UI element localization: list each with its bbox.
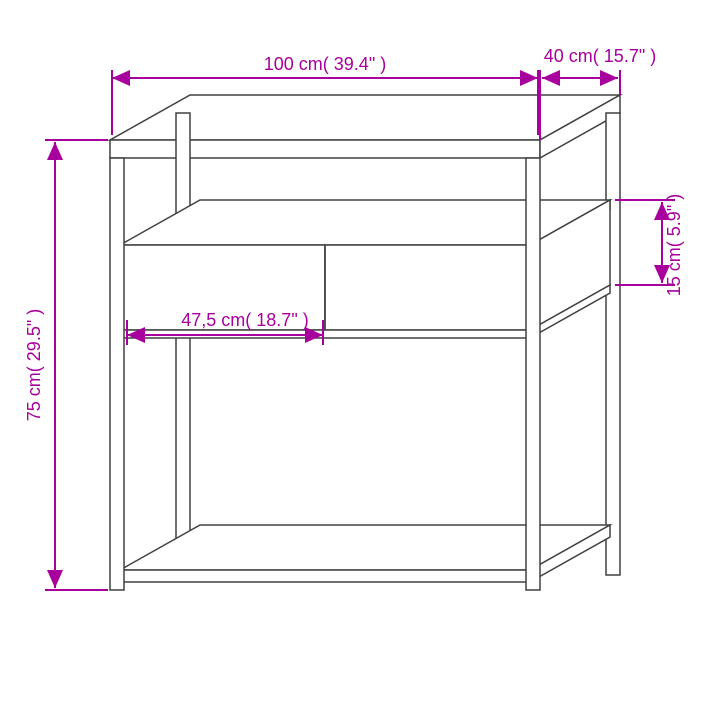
dim-height-label: 75 cm( 29.5" ) (24, 309, 44, 421)
leg-back-right (606, 113, 620, 575)
console-table (110, 95, 620, 590)
drawer-right (325, 245, 530, 330)
dim-drawer-width-label: 47,5 cm( 18.7" ) (181, 310, 308, 330)
dim-drawer-height-label: 15 cm( 5.9" ) (664, 194, 684, 296)
leg-front-left (110, 158, 124, 590)
leg-front-right (526, 158, 540, 590)
dim-width-label: 100 cm( 39.4" ) (264, 54, 386, 74)
dim-depth-label: 40 cm( 15.7" ) (544, 46, 656, 66)
bottom-shelf-front (120, 570, 530, 582)
top-front-edge (110, 140, 540, 158)
diagram-canvas: 100 cm( 39.4" ) 40 cm( 15.7" ) 75 cm( 29… (0, 0, 720, 720)
leg-back-left (176, 113, 190, 575)
